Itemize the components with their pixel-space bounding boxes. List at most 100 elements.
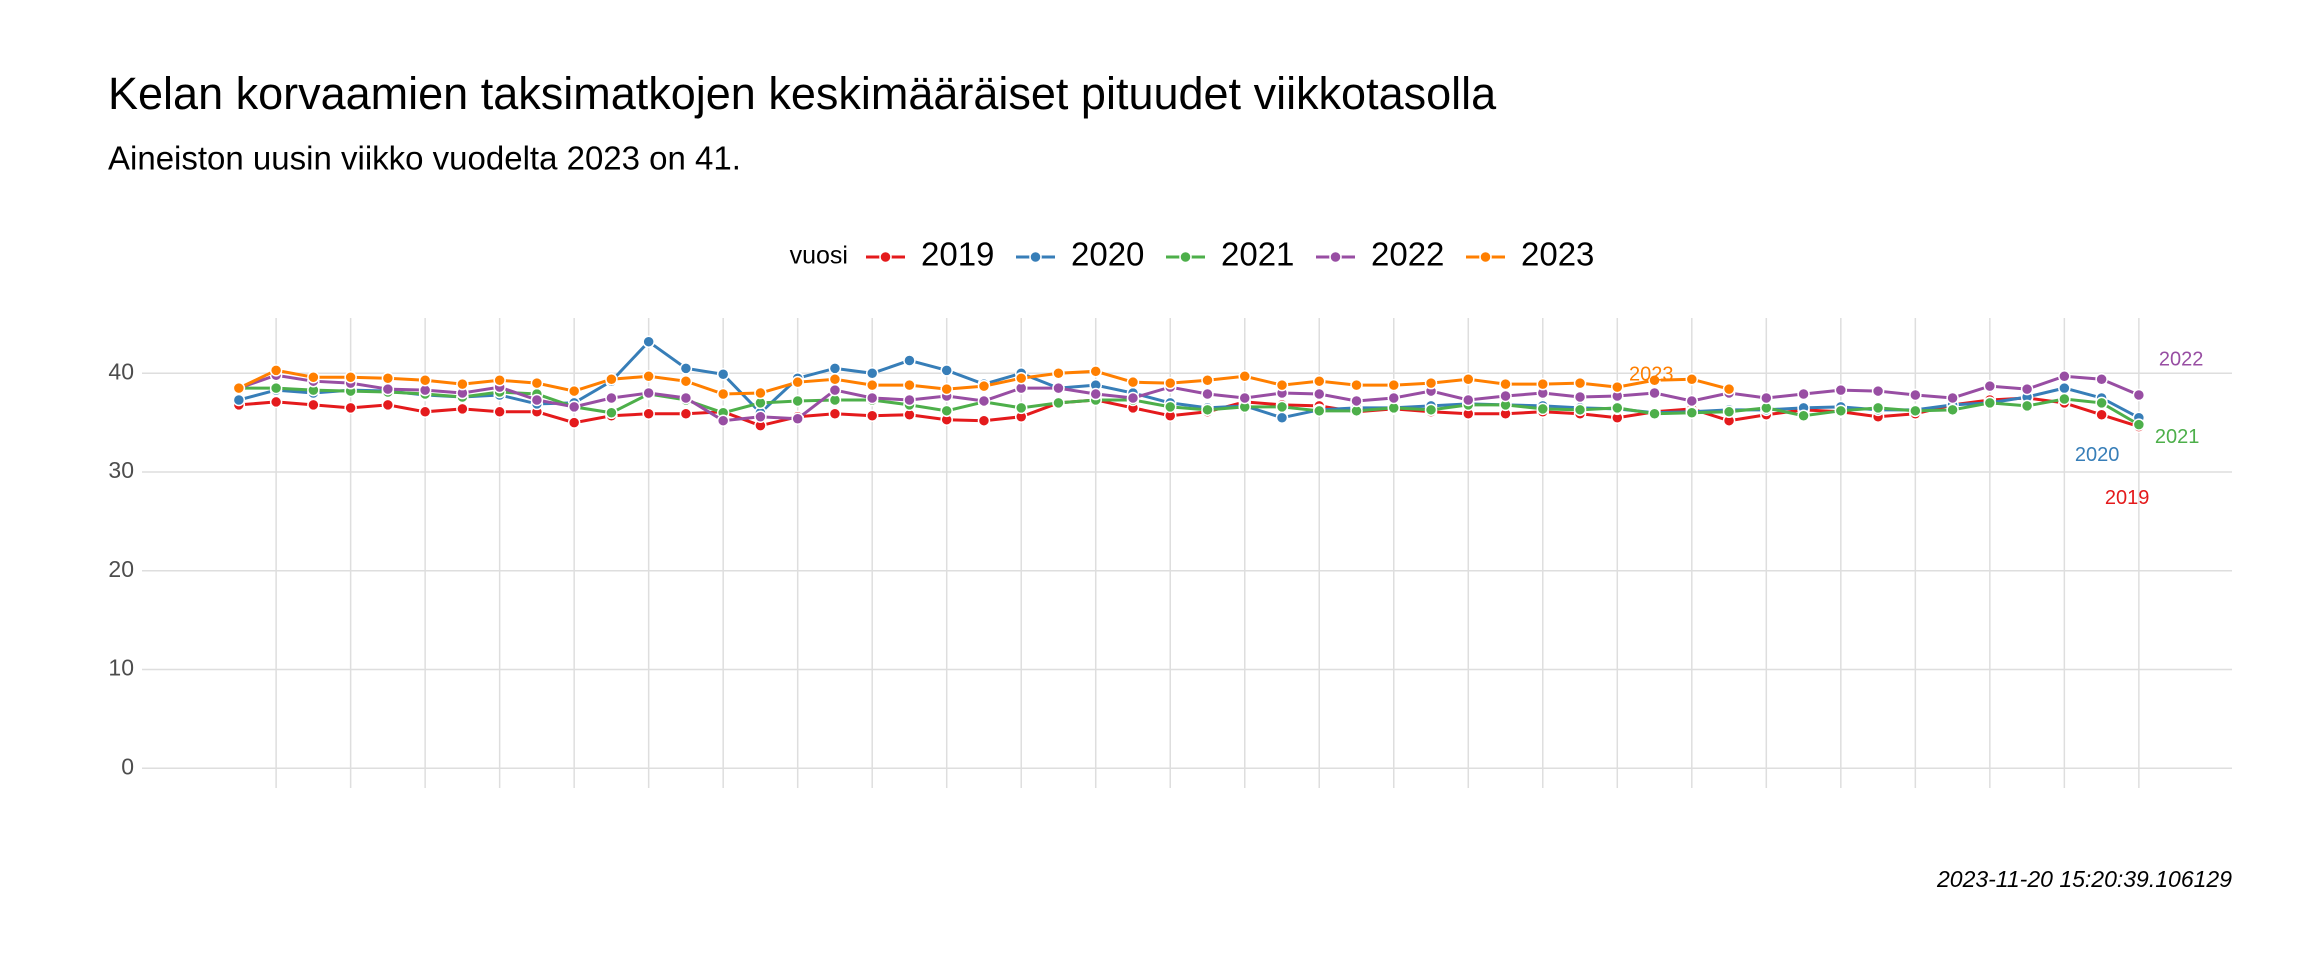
- data-point: [977, 394, 991, 408]
- data-point: [791, 394, 804, 408]
- data-point: [1722, 382, 1736, 396]
- y-tick-label: 10: [108, 655, 134, 681]
- data-point: [567, 400, 581, 414]
- data-point: [1536, 402, 1550, 416]
- data-point: [828, 383, 842, 397]
- data-point: [1052, 367, 1065, 380]
- data-point: [1424, 376, 1438, 390]
- data-point: [754, 410, 767, 423]
- data-point: [344, 401, 357, 415]
- data-point: [865, 367, 879, 380]
- data-point: [1163, 376, 1177, 390]
- legend-label: 2019: [921, 236, 994, 273]
- data-point: [1834, 404, 1848, 418]
- data-point: [1797, 387, 1810, 401]
- series-end-label: 2019: [2105, 487, 2150, 509]
- data-point: [903, 354, 916, 367]
- series-line: [238, 396, 2140, 429]
- data-point: [679, 374, 693, 388]
- data-point: [2095, 408, 2108, 422]
- data-point: [1536, 377, 1550, 391]
- chart-subtitle: Aineiston uusin viikko vuodelta 2023 on …: [108, 140, 741, 177]
- data-point: [2095, 372, 2108, 386]
- legend-key-point: [1329, 250, 1342, 264]
- data-point: [791, 375, 804, 389]
- y-tick-label: 20: [108, 556, 134, 582]
- data-point: [1983, 396, 1997, 410]
- data-point: [1462, 393, 1475, 407]
- data-point: [1909, 388, 1922, 402]
- y-tick-label: 30: [108, 457, 134, 483]
- data-point: [1052, 381, 1065, 395]
- data-point: [716, 414, 730, 427]
- data-point: [269, 395, 283, 409]
- data-point: [1201, 403, 1214, 417]
- data-point: [493, 373, 506, 387]
- data-point: [2058, 392, 2071, 406]
- data-point: [1238, 391, 1251, 405]
- plot: 2019 2020 2021 2022 2023: [232, 335, 2203, 509]
- legend-key-point: [879, 250, 892, 264]
- series-line: [238, 386, 2140, 426]
- data-point: [716, 387, 730, 401]
- data-point: [754, 386, 767, 400]
- data-point: [1648, 407, 1661, 421]
- series-end-label: 2020: [2075, 444, 2120, 466]
- data-point: [791, 412, 804, 425]
- series-line: [238, 339, 2140, 420]
- data-point: [1350, 394, 1363, 408]
- series-end-label: 2021: [2155, 426, 2200, 448]
- data-point: [1573, 376, 1587, 390]
- data-point: [530, 393, 544, 407]
- data-point: [1834, 383, 1848, 397]
- data-point: [642, 370, 655, 383]
- data-point: [1983, 379, 1997, 393]
- data-point: [381, 382, 395, 396]
- data-point: [232, 381, 246, 395]
- data-point: [1648, 373, 1661, 387]
- data-point: [269, 364, 283, 377]
- data-point: [1909, 404, 1922, 418]
- data-point: [1685, 406, 1699, 420]
- series-line: [238, 373, 2140, 423]
- data-point: [2020, 399, 2034, 413]
- data-point: [940, 404, 953, 418]
- data-point: [1052, 396, 1065, 410]
- data-point: [2020, 382, 2034, 396]
- data-point: [605, 406, 618, 420]
- data-point: [493, 405, 506, 419]
- data-point: [307, 398, 320, 412]
- data-point: [530, 376, 544, 390]
- data-point: [1946, 403, 1959, 417]
- data-point: [1201, 373, 1214, 387]
- data-point: [418, 373, 432, 387]
- data-point: [642, 407, 655, 421]
- data-point: [903, 378, 916, 392]
- legend-label: 2022: [1371, 236, 1444, 273]
- data-point: [1797, 409, 1810, 423]
- data-point: [940, 382, 953, 396]
- data-point: [1573, 390, 1587, 404]
- legend-key-point: [1479, 250, 1492, 264]
- data-point: [642, 335, 655, 348]
- data-point: [1946, 391, 1959, 405]
- data-point: [1685, 372, 1699, 386]
- data-point: [865, 391, 879, 405]
- caption: 2023-11-20 15:20:39.106129: [1936, 866, 2232, 892]
- data-point: [1014, 401, 1028, 415]
- data-point: [2132, 418, 2146, 431]
- data-point: [1871, 384, 1885, 398]
- y-tick-label: 40: [108, 358, 134, 384]
- data-point: [1126, 375, 1140, 389]
- series-end-label: 2023: [1629, 363, 1674, 385]
- data-point: [2058, 370, 2071, 383]
- data-point: [1238, 370, 1251, 383]
- data-point: [1871, 401, 1885, 415]
- data-point: [1275, 411, 1289, 424]
- data-point: [1201, 387, 1214, 401]
- data-point: [642, 386, 655, 400]
- data-point: [1760, 391, 1773, 405]
- data-point: [1573, 403, 1587, 417]
- data-point: [977, 379, 991, 393]
